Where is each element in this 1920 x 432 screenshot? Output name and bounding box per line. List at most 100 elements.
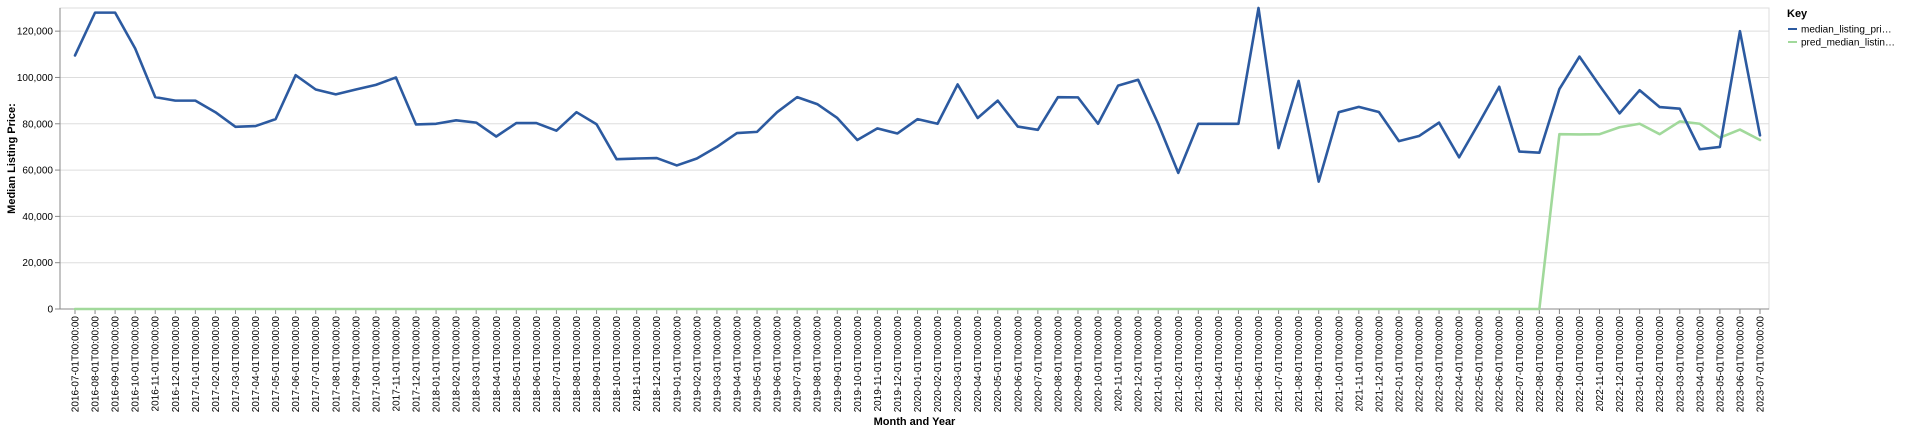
y-tick-label: 0 <box>47 305 53 316</box>
x-tick-label: 2020-01-01T00:00:00 <box>913 316 924 413</box>
x-tick-label: 2019-02-01T00:00:00 <box>692 316 703 413</box>
y-tick-label: 120,000 <box>17 27 54 38</box>
x-tick-label: 2017-03-01T00:00:00 <box>231 316 242 413</box>
x-tick-label: 2020-08-01T00:00:00 <box>1053 316 1064 413</box>
x-tick-label: 2018-06-01T00:00:00 <box>532 316 543 413</box>
x-tick-label: 2020-04-01T00:00:00 <box>973 316 984 413</box>
x-tick-label: 2018-09-01T00:00:00 <box>592 316 603 413</box>
legend: Key median_listing_pri… pred_median_listi… <box>1787 8 1895 49</box>
x-tick-label: 2021-09-01T00:00:00 <box>1314 316 1325 413</box>
x-tick-label: 2023-06-01T00:00:00 <box>1735 316 1746 413</box>
x-tick-label: 2017-01-01T00:00:00 <box>191 316 202 413</box>
x-tick-label: 2021-08-01T00:00:00 <box>1294 316 1305 413</box>
legend-label: pred_median_listin… <box>1801 38 1895 49</box>
x-tick-label: 2019-12-01T00:00:00 <box>893 316 904 413</box>
x-tick-label: 2018-03-01T00:00:00 <box>472 316 483 413</box>
x-tick-label: 2022-04-01T00:00:00 <box>1455 316 1466 413</box>
y-axis-title: Median Listing Price: <box>6 103 18 214</box>
x-tick-label: 2017-12-01T00:00:00 <box>412 316 423 413</box>
x-tick-label: 2020-11-01T00:00:00 <box>1114 316 1125 412</box>
x-tick-label: 2022-02-01T00:00:00 <box>1414 316 1425 413</box>
series-lines <box>73 6 1762 311</box>
x-tick-label: 2019-04-01T00:00:00 <box>732 316 743 413</box>
x-tick-label: 2018-02-01T00:00:00 <box>452 316 463 413</box>
x-tick-label: 2020-10-01T00:00:00 <box>1094 316 1105 413</box>
y-tick-label: 80,000 <box>22 119 53 130</box>
x-tick-label: 2023-01-01T00:00:00 <box>1635 316 1646 413</box>
x-tick-label: 2023-07-01T00:00:00 <box>1756 316 1767 413</box>
x-tick-label: 2021-12-01T00:00:00 <box>1374 316 1385 413</box>
x-tick-label: 2023-04-01T00:00:00 <box>1695 316 1706 413</box>
x-tick-label: 2016-09-01T00:00:00 <box>111 316 122 413</box>
x-tick-label: 2023-02-01T00:00:00 <box>1655 316 1666 413</box>
x-tick-label: 2017-05-01T00:00:00 <box>271 316 282 413</box>
x-tick-label: 2017-06-01T00:00:00 <box>291 316 302 413</box>
x-tick-label: 2023-05-01T00:00:00 <box>1715 316 1726 413</box>
x-tick-label: 2020-12-01T00:00:00 <box>1134 316 1145 413</box>
x-tick-label: 2019-10-01T00:00:00 <box>853 316 864 413</box>
grid-lines <box>59 7 1770 310</box>
y-axis: 0 20,000 40,000 60,000 80,000 100,000 120,000 <box>17 8 61 316</box>
series-line-0 <box>73 6 1762 183</box>
x-tick-label: 2018-07-01T00:00:00 <box>552 316 563 413</box>
x-tick-label: 2019-09-01T00:00:00 <box>833 316 844 413</box>
x-tick-label: 2022-11-01T00:00:00 <box>1595 316 1606 412</box>
x-tick-label: 2021-07-01T00:00:00 <box>1274 316 1285 413</box>
x-tick-label: 2017-07-01T00:00:00 <box>311 316 322 413</box>
x-axis-title: Month and Year <box>874 416 956 428</box>
legend-label: median_listing_pri… <box>1801 25 1892 36</box>
x-tick-label: 2021-05-01T00:00:00 <box>1234 316 1245 413</box>
x-tick-label: 2020-02-01T00:00:00 <box>933 316 944 413</box>
x-tick-label: 2022-06-01T00:00:00 <box>1495 316 1506 413</box>
x-tick-label: 2022-03-01T00:00:00 <box>1435 316 1446 413</box>
y-tick-label: 20,000 <box>22 258 53 269</box>
x-tick-label: 2018-11-01T00:00:00 <box>632 316 643 412</box>
x-tick-label: 2022-07-01T00:00:00 <box>1515 316 1526 413</box>
x-tick-label: 2022-12-01T00:00:00 <box>1615 316 1626 413</box>
x-tick-label: 2018-01-01T00:00:00 <box>432 316 443 413</box>
x-tick-label: 2021-03-01T00:00:00 <box>1194 316 1205 413</box>
x-tick-label: 2016-11-01T00:00:00 <box>151 316 162 412</box>
x-tick-label: 2020-05-01T00:00:00 <box>993 316 1004 413</box>
x-tick-label: 2017-11-01T00:00:00 <box>391 316 402 412</box>
x-tick-label: 2018-10-01T00:00:00 <box>612 316 623 413</box>
x-tick-label: 2022-10-01T00:00:00 <box>1575 316 1586 413</box>
x-tick-label: 2019-07-01T00:00:00 <box>793 316 804 413</box>
legend-title: Key <box>1787 8 1808 20</box>
x-tick-label: 2016-12-01T00:00:00 <box>171 316 182 413</box>
x-tick-label: 2019-06-01T00:00:00 <box>773 316 784 413</box>
x-tick-label: 2020-07-01T00:00:00 <box>1033 316 1044 413</box>
x-tick-label: 2017-08-01T00:00:00 <box>331 316 342 413</box>
x-tick-label: 2021-02-01T00:00:00 <box>1174 316 1185 413</box>
x-tick-label: 2016-07-01T00:00:00 <box>71 316 82 413</box>
x-tick-label: 2019-03-01T00:00:00 <box>712 316 723 413</box>
plot-frame <box>59 7 1770 310</box>
x-tick-label: 2018-05-01T00:00:00 <box>512 316 523 413</box>
x-tick-label: 2021-01-01T00:00:00 <box>1154 316 1165 413</box>
x-tick-label: 2021-06-01T00:00:00 <box>1254 316 1265 413</box>
x-tick-label: 2017-04-01T00:00:00 <box>251 316 262 413</box>
x-tick-label: 2020-03-01T00:00:00 <box>953 316 964 413</box>
x-tick-label: 2022-09-01T00:00:00 <box>1555 316 1566 413</box>
x-tick-label: 2022-08-01T00:00:00 <box>1535 316 1546 413</box>
x-tick-label: 2017-02-01T00:00:00 <box>211 316 222 413</box>
x-tick-label: 2019-01-01T00:00:00 <box>672 316 683 413</box>
x-tick-label: 2016-08-01T00:00:00 <box>91 316 102 413</box>
x-tick-label: 2022-01-01T00:00:00 <box>1394 316 1405 413</box>
x-axis: 2016-07-01T00:00:00 2016-08-01T00:00:00 20… <box>60 308 1769 413</box>
x-tick-label: 2022-05-01T00:00:00 <box>1475 316 1486 413</box>
x-tick-label: 2019-11-01T00:00:00 <box>873 316 884 412</box>
x-tick-label: 2019-05-01T00:00:00 <box>753 316 764 413</box>
x-tick-label: 2023-03-01T00:00:00 <box>1675 316 1686 413</box>
x-tick-label: 2018-08-01T00:00:00 <box>572 316 583 413</box>
x-tick-label: 2021-04-01T00:00:00 <box>1214 316 1225 413</box>
y-tick-label: 60,000 <box>22 166 53 177</box>
x-tick-label: 2016-10-01T00:00:00 <box>131 316 142 413</box>
x-tick-label: 2018-12-01T00:00:00 <box>652 316 663 413</box>
y-tick-label: 40,000 <box>22 212 53 223</box>
x-tick-label: 2021-11-01T00:00:00 <box>1354 316 1365 412</box>
series-line-1 <box>73 120 1762 311</box>
y-tick-label: 100,000 <box>17 73 54 84</box>
